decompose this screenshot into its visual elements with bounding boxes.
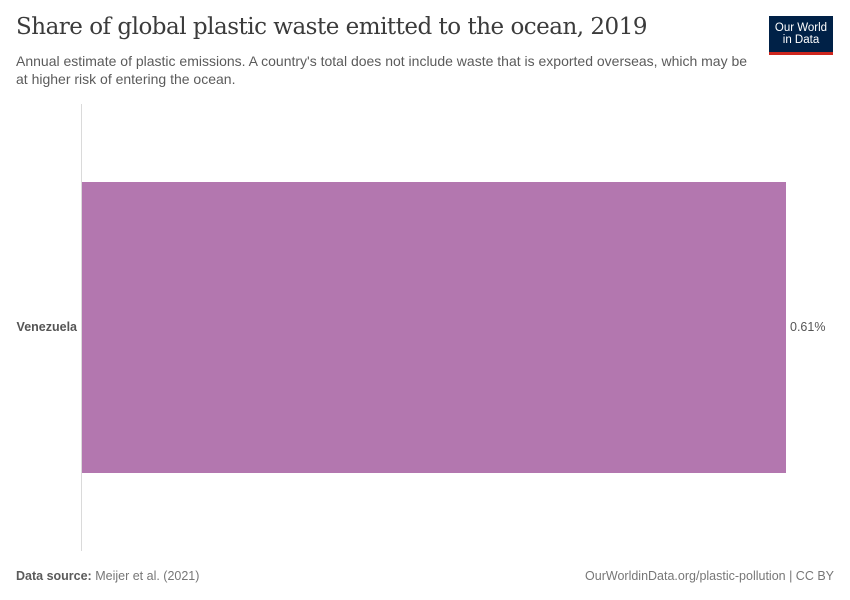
url-license[interactable]: OurWorldinData.org/plastic-pollution | C…: [585, 569, 834, 583]
owid-logo[interactable]: Our World in Data: [769, 16, 833, 55]
logo-line-1: Our World: [774, 21, 828, 34]
y-axis-line: [81, 104, 82, 551]
data-source-value[interactable]: Meijer et al. (2021): [91, 569, 200, 583]
chart-title: Share of global plastic waste emitted to…: [16, 14, 647, 40]
bar-venezuela[interactable]: [82, 182, 786, 473]
chart-subtitle: Annual estimate of plastic emissions. A …: [16, 53, 748, 87]
value-label: 0.61%: [790, 320, 826, 334]
logo-line-2: in Data: [782, 34, 820, 46]
category-label: Venezuela: [16, 320, 77, 334]
data-source: Data source: Meijer et al. (2021): [16, 569, 199, 583]
data-source-label: Data source:: [16, 569, 92, 583]
